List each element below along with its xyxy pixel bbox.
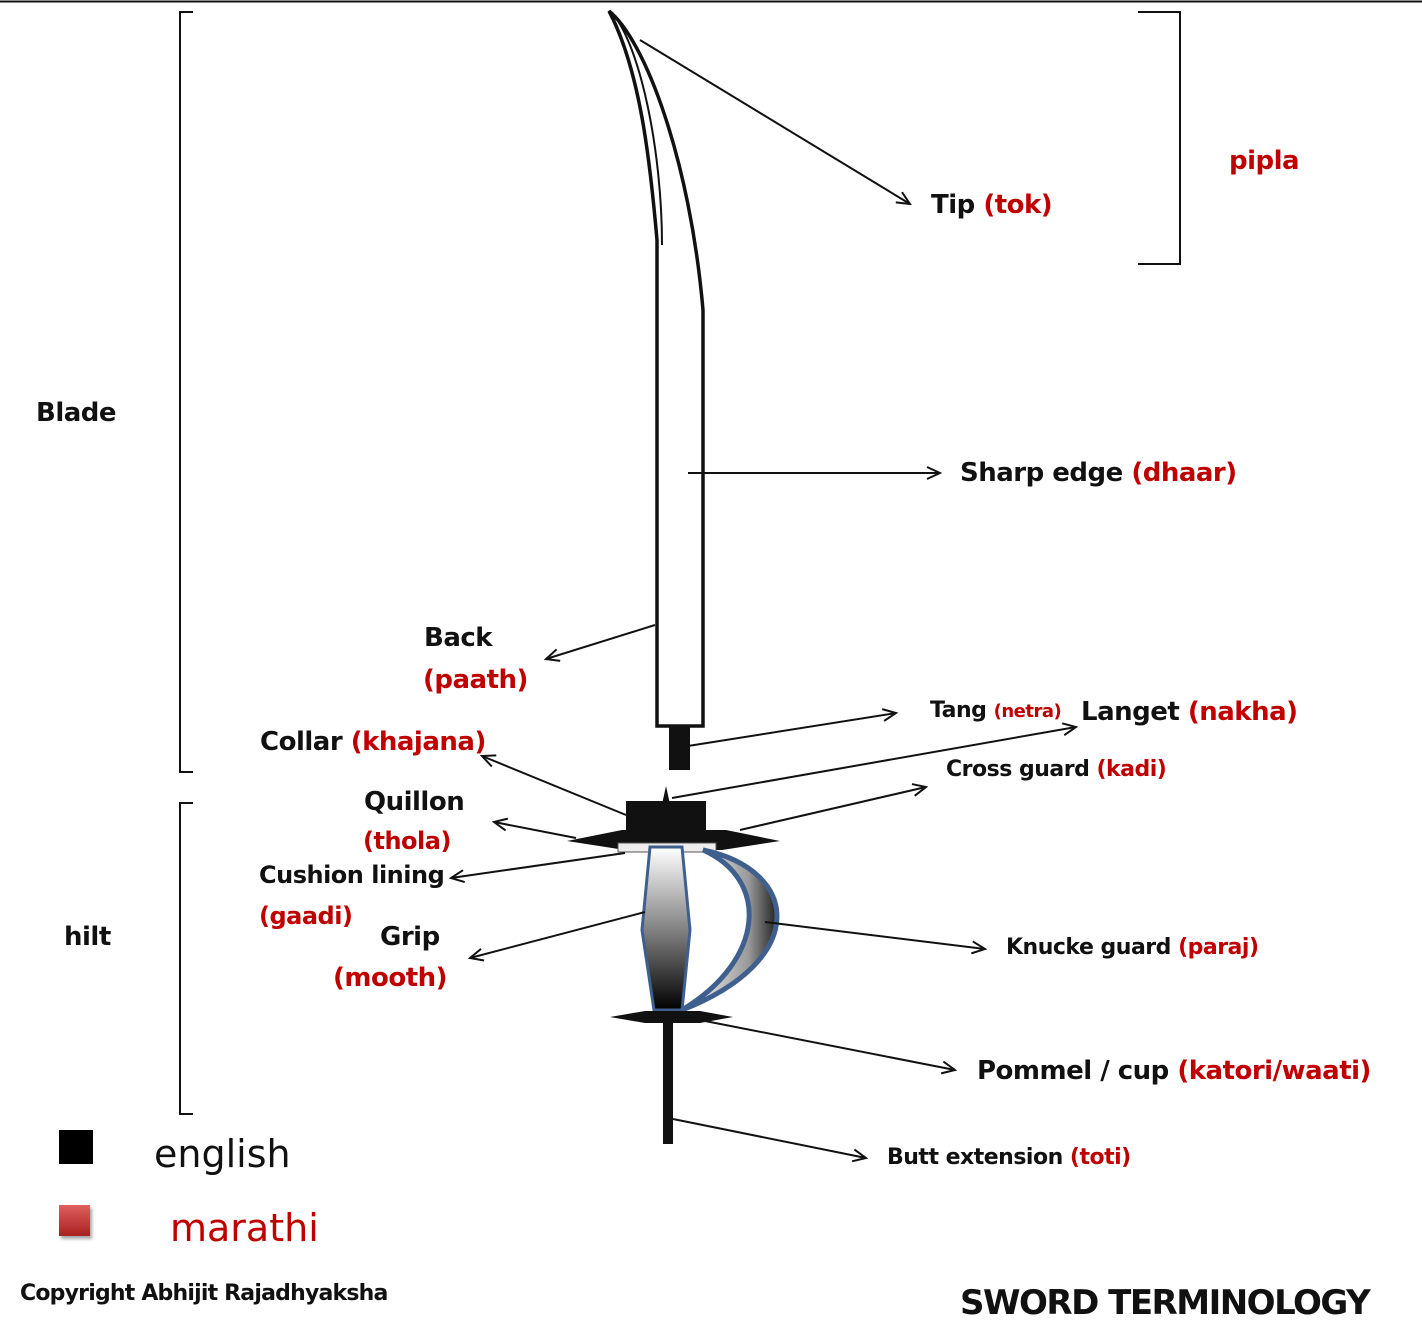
- arrow-langet: [671, 727, 1076, 799]
- tang-shape: [669, 726, 690, 770]
- quillon-label-english: Quillon: [364, 787, 465, 817]
- blade-shape: [607, 9, 705, 728]
- blade-bracket: [179, 11, 193, 773]
- arrow-tang: [687, 713, 896, 747]
- grip-label-marathi: (mooth): [333, 963, 448, 993]
- back-label-english: Back: [424, 623, 493, 653]
- arrow-pommel: [699, 1019, 955, 1070]
- tang-label-english: Tang: [930, 698, 987, 723]
- knuckle-guard-label: Knucke guard (paraj): [1006, 935, 1259, 960]
- grip-shape: [640, 845, 692, 1012]
- cross-guard-label-english: Cross guard: [946, 757, 1090, 782]
- arrow-back: [546, 624, 656, 659]
- copyright-text: Copyright Abhijit Rajadhyaksha: [20, 1281, 388, 1306]
- tip-label: Tip (tok): [931, 190, 1053, 220]
- collar-label-english: Collar: [260, 727, 343, 757]
- quillon-label-marathi: (thola): [363, 827, 451, 855]
- tang-label: Tang (netra): [930, 698, 1062, 723]
- sharp-edge-label-english: Sharp edge: [960, 458, 1123, 488]
- pipla-bracket: [1138, 11, 1181, 265]
- butt-extension-label-marathi: (toti): [1069, 1145, 1131, 1170]
- tip-label-marathi: (tok): [983, 190, 1053, 220]
- legend-english-swatch: [59, 1130, 93, 1164]
- tip-label-english: Tip: [931, 190, 975, 220]
- knuckle-guard-label-english: Knucke guard: [1006, 935, 1171, 960]
- legend-english-label: english: [154, 1132, 291, 1176]
- butt-extension-label-english: Butt extension: [887, 1145, 1063, 1170]
- knuckle-guard-shape: [680, 847, 780, 1013]
- pommel-label-english: Pommel / cup: [977, 1056, 1169, 1086]
- diagram-title: SWORD TERMINOLOGY: [960, 1283, 1371, 1323]
- langet-label: Langet (nakha): [1081, 697, 1298, 727]
- pommel-label: Pommel / cup (katori/waati): [977, 1056, 1371, 1086]
- collar-label-marathi: (khajana): [350, 727, 487, 757]
- cushion-label-marathi: (gaadi): [259, 902, 353, 930]
- arrow-quillon: [494, 822, 577, 839]
- arrow-cross-guard: [739, 787, 926, 831]
- langet-label-marathi: (nakha): [1187, 697, 1298, 727]
- blade-label: Blade: [36, 398, 117, 428]
- tang-label-marathi: (netra): [993, 701, 1062, 722]
- butt-extension-label: Butt extension (toti): [887, 1145, 1131, 1170]
- langet-label-english: Langet: [1081, 697, 1180, 727]
- legend-marathi-swatch: [59, 1205, 90, 1236]
- pipla-label: pipla: [1229, 146, 1300, 176]
- arrow-butt: [672, 1118, 866, 1158]
- arrow-tip: [639, 39, 910, 204]
- arrow-collar: [482, 756, 627, 816]
- sharp-edge-label-marathi: (dhaar): [1131, 458, 1237, 488]
- collar-label: Collar (khajana): [260, 727, 486, 757]
- knuckle-guard-label-marathi: (paraj): [1178, 935, 1259, 960]
- cross-guard-label: Cross guard (kadi): [946, 757, 1167, 782]
- hilt-label: hilt: [64, 922, 111, 952]
- back-label-marathi: (paath): [423, 665, 528, 695]
- grip-label-english: Grip: [380, 922, 440, 952]
- arrow-cushion: [451, 852, 626, 878]
- hilt-bracket: [179, 802, 193, 1115]
- pointer-arrows: [451, 39, 1076, 1158]
- legend-marathi-label: marathi: [170, 1206, 319, 1250]
- cross-guard-label-marathi: (kadi): [1096, 757, 1167, 782]
- pommel-label-marathi: (katori/waati): [1177, 1056, 1371, 1086]
- arrow-grip: [470, 911, 646, 958]
- butt-extension-shape: [663, 1020, 673, 1144]
- cushion-label-english: Cushion lining: [259, 861, 445, 889]
- sharp-edge-label: Sharp edge (dhaar): [960, 458, 1237, 488]
- arrow-knuckle: [764, 921, 985, 949]
- langet-shape: [659, 786, 673, 818]
